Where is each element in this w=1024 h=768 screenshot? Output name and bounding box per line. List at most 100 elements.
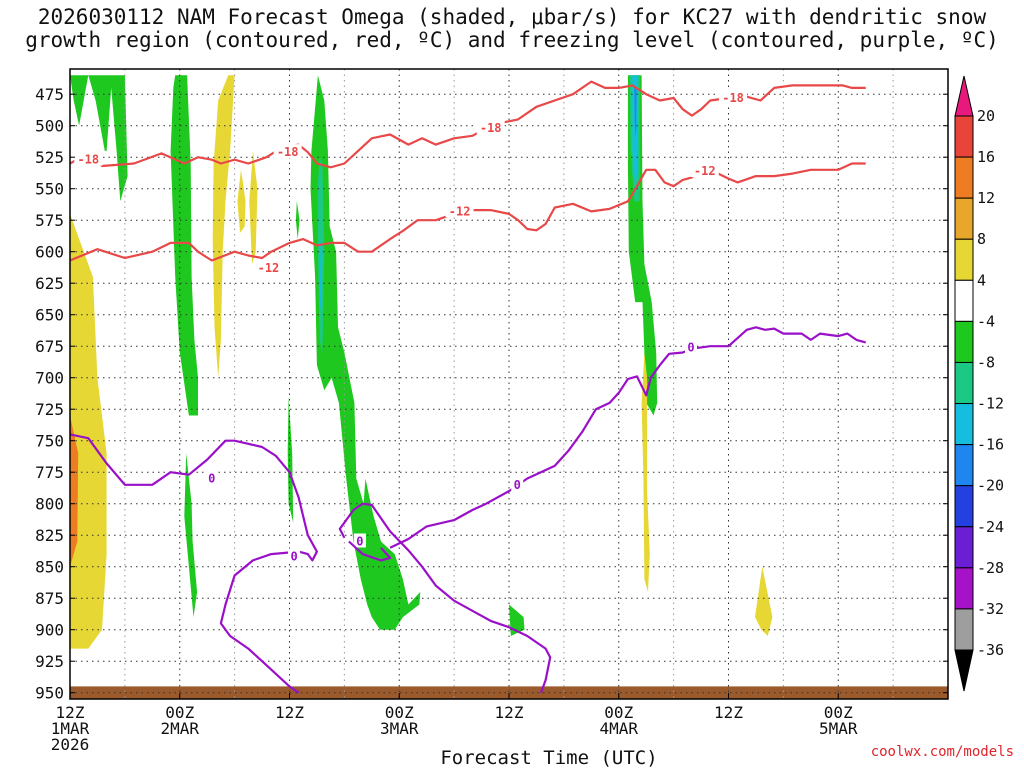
colorbar-tick-label: 20 — [977, 107, 995, 125]
watermark-text: coolwx.com/models — [870, 744, 1014, 760]
contour-label: 0 — [514, 478, 521, 492]
y-tick-label: 550 — [35, 180, 64, 199]
colorbar-tick-label: -24 — [977, 518, 1004, 536]
axes: 475 500 525 550 575 600 625 650 675 700 725 750 775 8… — [35, 68, 949, 768]
colorbar-bottom-triangle — [954, 649, 974, 692]
y-tick-label: 700 — [35, 369, 64, 388]
y-tick-label: 800 — [35, 495, 64, 514]
omega-shaded-region — [634, 87, 637, 139]
contour-label-background — [74, 151, 103, 166]
omega-shaded-region — [755, 566, 773, 636]
x-tick-label: 00Z — [385, 703, 414, 722]
contour-label: -12 — [694, 164, 716, 178]
contour-label: -18 — [77, 153, 99, 167]
y-tick-label: 900 — [35, 621, 64, 640]
omega-shaded-region — [212, 75, 235, 378]
colorbar-top-triangle — [954, 75, 974, 117]
colorbar-tick-label: 12 — [977, 189, 995, 207]
colorbar-bin — [954, 197, 974, 240]
contour-label: -18 — [722, 91, 744, 105]
y-tick-label: 750 — [35, 432, 64, 451]
chart-title: 2026030112 NAM Forecast Omega (shaded, μ… — [25, 5, 999, 52]
contour-label-background — [476, 120, 505, 135]
contour-label-background — [685, 339, 698, 354]
colorbar-bin — [954, 526, 974, 569]
omega-shaded-region — [319, 239, 323, 315]
freezing-level-contour — [70, 433, 318, 694]
contour-label-background — [353, 533, 366, 548]
omega-shaded-region — [237, 169, 246, 233]
x-tick-label: 5MAR — [819, 719, 858, 738]
colorbar-bin — [954, 115, 974, 158]
omega-shaded-region — [295, 201, 300, 240]
freezing-level-contour — [338, 502, 552, 694]
contour-label-background — [254, 260, 283, 275]
x-tick-label: 00Z — [604, 703, 633, 722]
freezing-level-contour — [389, 326, 866, 549]
y-tick-label: 500 — [35, 117, 64, 136]
colorbar-tick-label: -16 — [977, 436, 1004, 454]
omega-shaded-region — [70, 415, 79, 567]
colorbar-bin — [954, 608, 974, 651]
contour-label-background — [273, 144, 302, 159]
y-tick-label: 775 — [35, 463, 64, 482]
colorbar-tick-label: -28 — [977, 559, 1004, 577]
colorbar-tick-label: -12 — [977, 395, 1004, 413]
colorbar: 20 16 12 8 4 -4 -8 -12 -16 -20 -24 -28 -32 -36 — [954, 75, 1004, 692]
y-tick-label: 950 — [35, 684, 64, 703]
contour-label: -18 — [277, 145, 299, 159]
colorbar-bin — [954, 403, 974, 446]
x-tick-label: 2026 — [51, 735, 90, 754]
colorbar-tick-label: -32 — [977, 600, 1004, 618]
x-tick-label: 00Z — [165, 703, 194, 722]
contour-label: -12 — [449, 204, 471, 218]
x-tick-label: 1MAR — [51, 719, 90, 738]
colorbar-tick-label: -36 — [977, 641, 1004, 659]
y-tick-label: 650 — [35, 306, 64, 325]
y-tick-label: 875 — [35, 589, 64, 608]
y-tick-label: 625 — [35, 274, 64, 293]
omega-shaded-region — [70, 213, 107, 649]
colorbar-bin — [954, 156, 974, 199]
contour-label: 0 — [687, 340, 694, 354]
y-tick-label: 925 — [35, 652, 64, 671]
y-tick-label: 600 — [35, 243, 64, 262]
omega-shaded-region — [310, 75, 421, 630]
colorbar-tick-label: 8 — [977, 230, 986, 248]
contour-label-background — [445, 203, 474, 218]
y-tick-label: 825 — [35, 526, 64, 545]
colorbar-bin — [954, 444, 974, 487]
x-tick-label: 12Z — [714, 703, 743, 722]
y-tick-label: 475 — [35, 85, 64, 104]
omega-shaded-region — [70, 75, 128, 202]
contour-label: -12 — [258, 261, 280, 275]
colorbar-bin — [954, 320, 974, 363]
contour-label: -18 — [480, 121, 502, 135]
y-tick-label: 525 — [35, 148, 64, 167]
plot-area: -18 -18 -18 -18 -12 -12 -12 0 0 0 0 0 — [70, 69, 948, 699]
colorbar-tick-label: 4 — [977, 271, 986, 289]
colorbar-tick-label: -4 — [977, 312, 995, 330]
x-tick-label: 12Z — [495, 703, 524, 722]
omega-shaded-region — [184, 453, 198, 618]
contour-label-background — [690, 163, 719, 178]
x-tick-label: 3MAR — [380, 719, 419, 738]
x-axis-title: Forecast Time (UTC) — [440, 747, 657, 768]
plot-interior: -18 -18 -18 -18 -12 -12 -12 0 0 0 0 0 — [70, 69, 948, 699]
contour-label-background — [288, 548, 301, 563]
omega-shaded-region — [641, 352, 650, 592]
colorbar-tick-label: -20 — [977, 477, 1004, 495]
x-tick-label: 12Z — [275, 703, 304, 722]
x-tick-label: 4MAR — [599, 719, 638, 738]
omega-shaded-region — [249, 150, 258, 265]
colorbar-bin — [954, 361, 974, 405]
omega-shaded-region — [632, 75, 638, 189]
y-tick-label: 850 — [35, 558, 64, 577]
omega-shaded-region — [287, 396, 294, 523]
x-tick-label: 2MAR — [160, 719, 199, 738]
colorbar-tick-label: -8 — [977, 353, 995, 371]
contour-label: 0 — [208, 472, 215, 486]
colorbar-bin — [954, 485, 974, 528]
x-tick-label: 12Z — [56, 703, 85, 722]
y-tick-label: 575 — [35, 211, 64, 230]
